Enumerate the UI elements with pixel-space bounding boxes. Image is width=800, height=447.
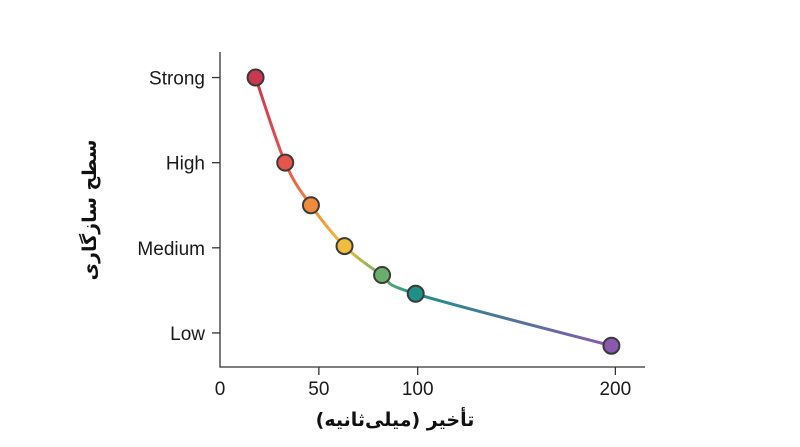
x-tick-label: 200 [599,379,631,400]
x-ticks: 0 50 100 200 [215,367,631,400]
data-point [301,196,320,215]
x-tick-label: 100 [402,379,434,400]
y-axis-line [219,52,645,368]
y-tick-label: High [166,154,205,175]
data-points [246,68,621,355]
axes [219,52,645,368]
x-tick-label: 50 [308,379,329,400]
data-point [373,266,392,285]
x-axis-title: تأخیر (میلی‌ثانیه) [316,407,475,431]
data-point [246,68,265,87]
data-point [602,336,621,355]
y-ticks: Strong High Medium Low [137,69,220,345]
y-tick-label: Medium [137,239,205,260]
x-tick-label: 0 [215,379,226,400]
y-axis-title: سطح سازگاری [78,140,101,281]
data-point [406,284,425,303]
y-tick-label: Strong [149,69,205,90]
y-tick-label: Low [170,324,205,345]
data-point [335,237,354,256]
data-point [276,153,295,172]
